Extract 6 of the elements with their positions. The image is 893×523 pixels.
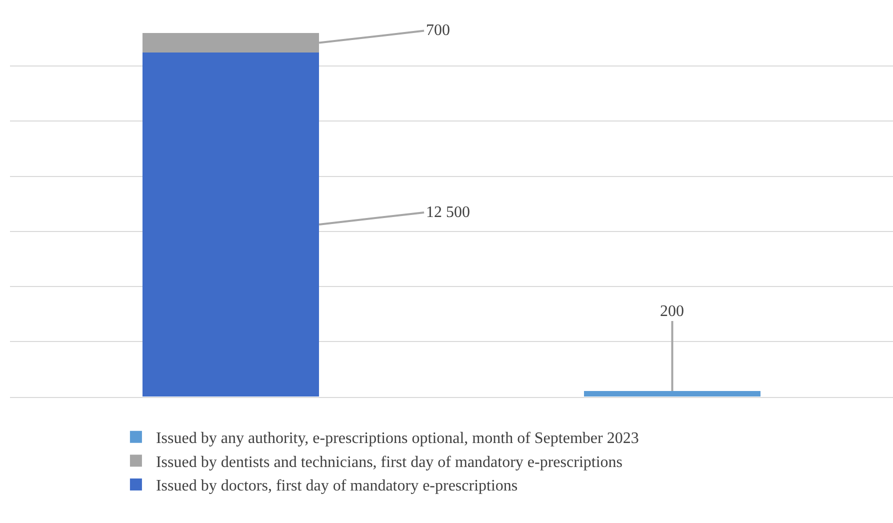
legend-label: Issued by any authority, e-prescriptions optional, month of September 2023 xyxy=(156,430,639,448)
data-label: 700 xyxy=(426,22,450,39)
legend-label: Issued by dentists and technicians, first day of mandatory e-prescriptions xyxy=(156,454,623,471)
legend-label: Issued by doctors, first day of mandatory e-prescriptions xyxy=(156,478,518,495)
data-label: 12 500 xyxy=(426,204,470,221)
data-label: 200 xyxy=(660,303,684,320)
